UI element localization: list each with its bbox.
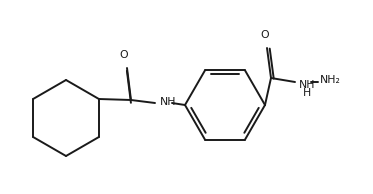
Text: NH: NH [160,97,176,107]
Text: O: O [120,50,128,60]
Text: NH: NH [299,80,316,90]
Text: NH₂: NH₂ [320,75,341,85]
Text: H: H [303,88,311,98]
Text: O: O [261,30,269,40]
